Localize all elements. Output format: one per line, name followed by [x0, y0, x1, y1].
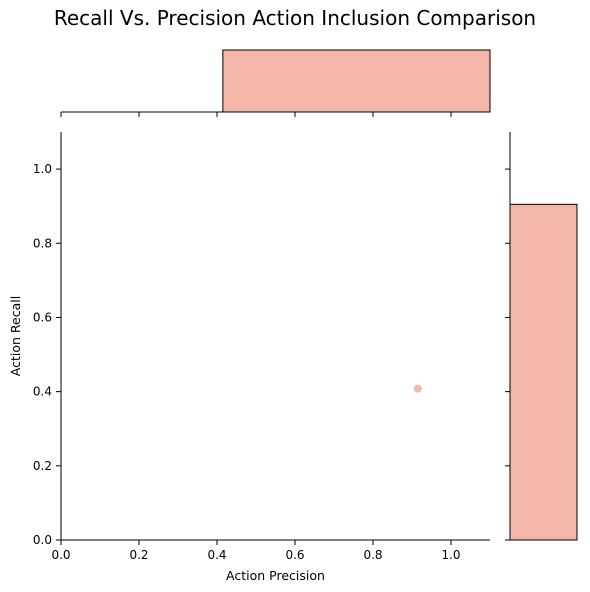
y-tick-label: 1.0	[33, 162, 52, 176]
right-hist-bar	[509, 203, 578, 541]
x-tick-label: 0.8	[363, 548, 382, 562]
right-histogram-axis	[505, 132, 511, 541]
x-tick-label: 0.6	[285, 548, 304, 562]
chart-title: Recall Vs. Precision Action Inclusion Co…	[54, 6, 536, 30]
top-hist-bar	[222, 49, 491, 113]
y-tick-label: 0.0	[33, 533, 52, 547]
x-tick-label: 0.0	[51, 548, 70, 562]
x-axis-label: Action Precision	[226, 568, 325, 583]
x-tick-label: 1.0	[441, 548, 460, 562]
x-tick-label: 0.2	[129, 548, 148, 562]
main-axes: 0.0 0.2 0.4 0.6 0.8 1.0 0.0 0.2 0.4 0.6 0.8 1.0	[33, 132, 490, 562]
y-axis-label: Action Recall	[8, 296, 23, 376]
scatter-points	[413, 384, 422, 393]
top-histogram	[222, 49, 491, 113]
y-tick-label: 0.4	[33, 385, 52, 399]
top-histogram-axis	[60, 111, 490, 117]
y-tick-label: 0.2	[33, 459, 52, 473]
y-ticks: 0.0 0.2 0.4 0.6 0.8 1.0	[33, 162, 61, 547]
right-histogram	[509, 203, 578, 541]
x-tick-label: 0.4	[207, 548, 226, 562]
x-ticks: 0.0 0.2 0.4 0.6 0.8 1.0	[51, 540, 461, 562]
y-tick-label: 0.6	[33, 310, 52, 324]
scatter-point	[413, 384, 422, 393]
y-tick-label: 0.8	[33, 236, 52, 250]
